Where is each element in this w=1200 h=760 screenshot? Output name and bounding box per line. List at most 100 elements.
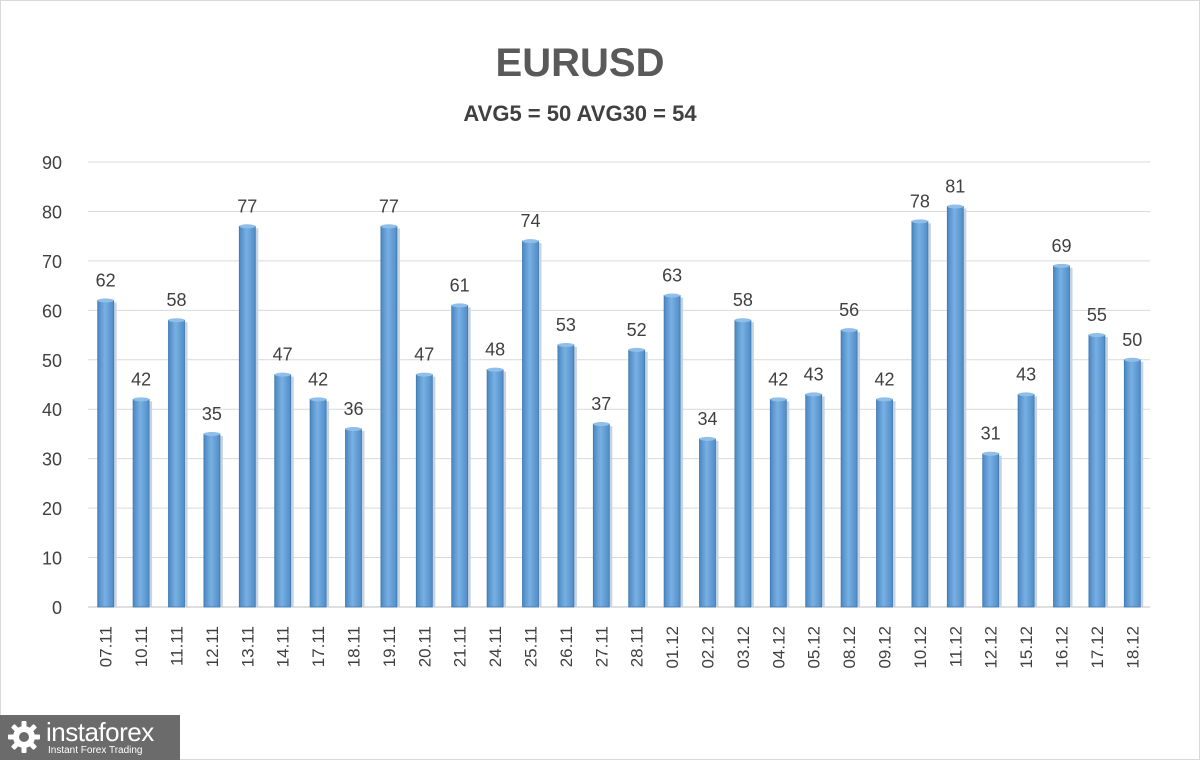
bar-cap: [310, 397, 327, 402]
y-tick-label: 80: [42, 202, 62, 222]
data-label: 74: [520, 211, 540, 231]
x-tick-label: 08.12: [840, 626, 859, 669]
bar: [1123, 359, 1141, 608]
x-tick-label: 19.11: [380, 626, 399, 667]
data-label: 62: [96, 270, 116, 290]
bar: [592, 423, 610, 608]
y-axis-ticks: 0 10 20 30 40 50 60 70 80 90: [42, 153, 62, 618]
chart-subtitle: AVG5 = 50 AVG30 = 54: [463, 101, 697, 126]
bar-cap: [380, 224, 397, 229]
bar: [699, 438, 716, 608]
bar: [309, 398, 327, 608]
data-label: 34: [697, 409, 717, 429]
data-label: 31: [981, 424, 1001, 444]
x-tick-label: 15.12: [1017, 626, 1036, 669]
bar: [1088, 334, 1106, 608]
data-label: 78: [910, 191, 930, 211]
bar-cap: [1088, 333, 1105, 338]
y-tick-label: 30: [42, 450, 62, 470]
bars: [97, 204, 1144, 608]
data-label: 55: [1087, 305, 1107, 325]
y-tick-label: 20: [42, 499, 62, 519]
data-label: 48: [485, 340, 505, 360]
bar: [486, 369, 504, 608]
gear-icon: [8, 721, 40, 753]
bar-cap: [168, 318, 185, 323]
bar: [876, 398, 893, 608]
x-tick-label: 17.12: [1088, 626, 1107, 669]
bar-cap: [451, 303, 468, 308]
data-label: 61: [450, 275, 470, 295]
y-tick-label: 50: [42, 351, 62, 371]
data-label: 56: [839, 300, 859, 320]
bar: [663, 295, 681, 608]
data-label: 81: [945, 177, 965, 197]
bar: [132, 398, 150, 608]
bar: [840, 329, 858, 608]
x-tick-label: 18.12: [1123, 626, 1142, 669]
x-tick-label: 10.11: [132, 626, 151, 667]
x-tick-label: 09.12: [876, 626, 895, 669]
bar-cap: [947, 204, 964, 209]
bar: [415, 374, 433, 608]
data-label: 77: [379, 196, 399, 216]
data-label: 47: [414, 345, 434, 365]
bar-cap: [593, 422, 610, 427]
bar: [911, 220, 929, 608]
data-label: 63: [662, 266, 682, 286]
bar-cap: [699, 436, 716, 441]
data-label: 58: [733, 290, 753, 310]
x-tick-label: 13.11: [238, 626, 257, 667]
x-tick-label: 04.12: [769, 626, 788, 669]
bar-cap: [239, 224, 256, 229]
bar-cap: [557, 342, 574, 347]
bar-cap: [805, 392, 822, 397]
bar-cap: [97, 298, 114, 303]
x-tick-label: 12.11: [203, 626, 222, 667]
bar: [238, 225, 256, 608]
x-tick-label: 12.12: [982, 626, 1001, 669]
data-label: 50: [1122, 330, 1142, 350]
x-tick-label: 03.12: [734, 626, 753, 669]
bar-cap: [841, 328, 858, 333]
bar: [274, 374, 292, 608]
bar-cap: [203, 431, 220, 436]
x-tick-label: 11.11: [168, 626, 187, 666]
y-tick-label: 40: [42, 400, 62, 420]
bar-cap: [734, 318, 751, 323]
x-tick-label: 18.11: [345, 626, 364, 667]
bar-cap: [133, 397, 150, 402]
bar: [769, 398, 787, 608]
watermark-brand: instaforex: [46, 717, 154, 747]
data-label: 42: [131, 369, 151, 389]
y-tick-label: 60: [42, 301, 62, 321]
bar: [805, 393, 823, 608]
bar: [380, 225, 398, 608]
x-tick-label: 10.12: [911, 626, 930, 669]
y-tick-label: 70: [42, 252, 62, 272]
x-tick-label: 07.11: [97, 626, 116, 667]
x-axis-ticks: 07.11 10.11 11.11 12.11 13.11 14.11 17.11 18.11…: [97, 626, 1143, 669]
bar: [203, 433, 221, 608]
x-tick-label: 20.11: [415, 626, 434, 667]
x-tick-label: 16.12: [1053, 626, 1072, 669]
bar-cap: [876, 397, 893, 402]
x-tick-label: 21.11: [451, 626, 470, 667]
x-tick-label: 28.11: [628, 626, 647, 667]
x-tick-label: 26.11: [557, 626, 576, 667]
bar: [451, 304, 469, 608]
bar: [1053, 265, 1070, 608]
bar: [168, 319, 185, 608]
bar: [97, 300, 115, 608]
x-tick-label: 01.12: [663, 626, 682, 669]
x-tick-label: 05.12: [805, 626, 824, 669]
y-tick-label: 90: [42, 153, 62, 173]
bar: [557, 344, 575, 608]
bar-cap: [345, 427, 362, 431]
data-label: 42: [874, 369, 894, 389]
bar-cap: [770, 397, 787, 402]
gridlines: [88, 161, 1150, 608]
bar-cap: [628, 347, 645, 352]
x-tick-label: 02.12: [699, 626, 718, 669]
data-label: 69: [1051, 236, 1071, 256]
